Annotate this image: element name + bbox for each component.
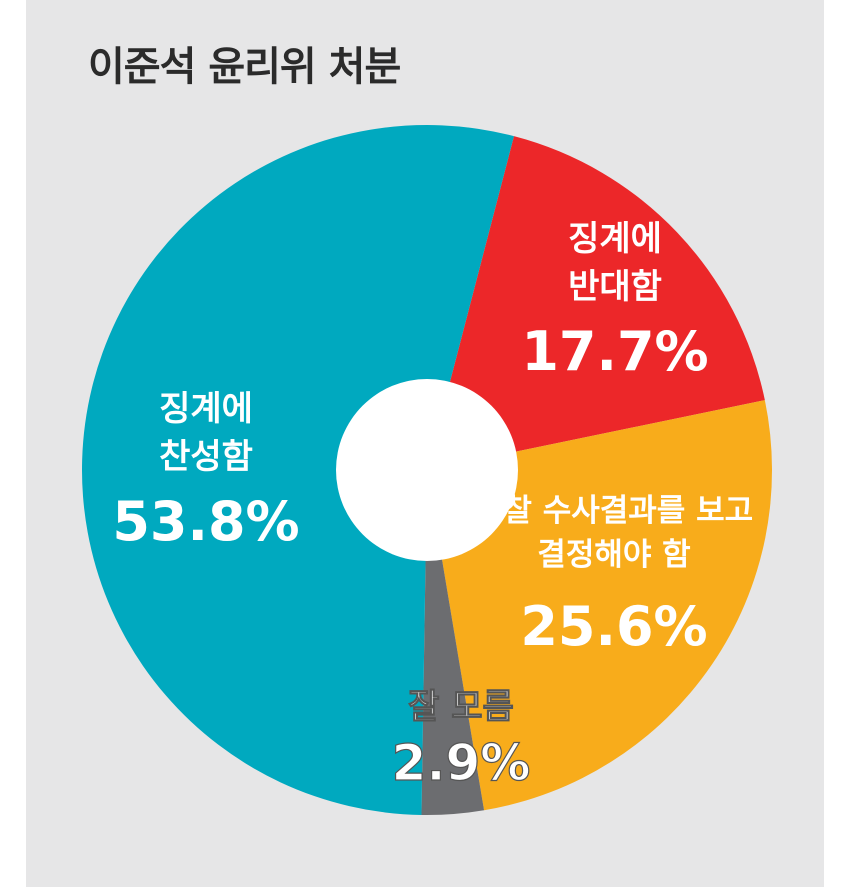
slice-label-oppose: 반대함 bbox=[568, 267, 662, 307]
slice-label-favor: 징계에 bbox=[159, 389, 253, 429]
pie-slice-oppose bbox=[427, 136, 765, 471]
slice-value-wait-police: 25.6% bbox=[520, 595, 707, 658]
slice-label-wait-police: 경찰 수사결과를 보고 bbox=[475, 493, 753, 529]
slice-label-favor: 찬성함 bbox=[159, 437, 253, 477]
slice-value-favor: 53.8% bbox=[112, 490, 299, 553]
pie-slice-wait-police bbox=[427, 400, 773, 811]
slice-value-dont-know: 2.9% bbox=[392, 734, 531, 792]
chart-title: 이준석 윤리위 처분 bbox=[88, 44, 401, 90]
slice-label-dont-know: 잘 모름 bbox=[408, 687, 514, 727]
slice-label-wait-police: 결정해야 함 bbox=[537, 537, 690, 573]
slice-label-oppose: 징계에 bbox=[568, 219, 662, 259]
slice-value-oppose: 17.7% bbox=[521, 320, 708, 383]
pie-slice-favor bbox=[82, 124, 514, 815]
donut-hole bbox=[336, 379, 518, 561]
